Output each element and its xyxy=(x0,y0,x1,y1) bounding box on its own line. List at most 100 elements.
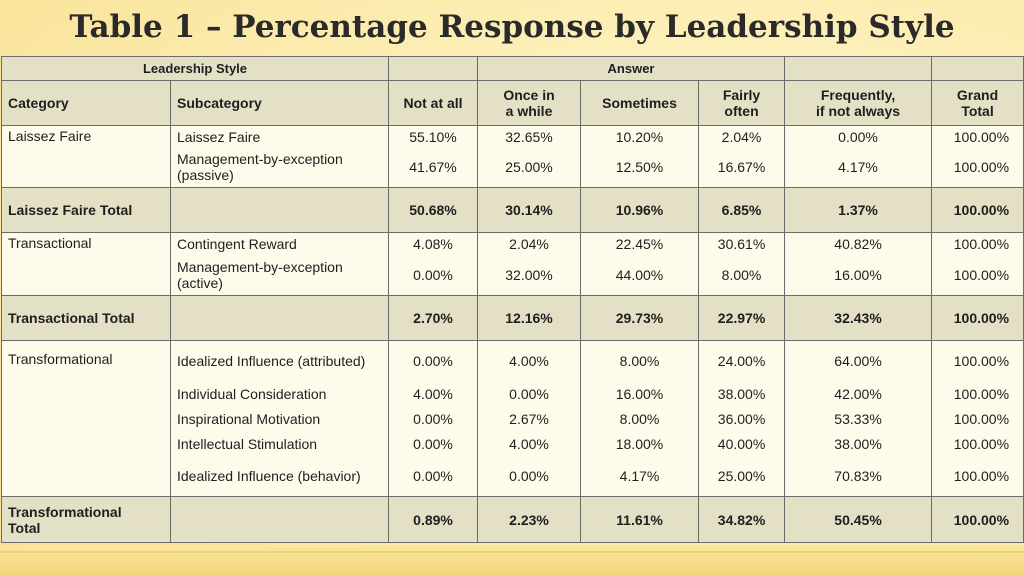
total-label-line: Transformational xyxy=(8,503,122,520)
total-value: 6.85% xyxy=(698,187,786,233)
total-blank-cell xyxy=(169,295,390,341)
subcategory-cell: Idealized Influence (behavior) xyxy=(169,456,390,497)
total-value: 2.23% xyxy=(477,496,582,543)
total-value: 100.00% xyxy=(931,295,1024,341)
table-row: Individual Consideration 4.00% 0.00% 16.… xyxy=(2,380,1024,407)
col-label-line: Total xyxy=(961,103,994,119)
value-cell: 100.00% xyxy=(931,232,1024,255)
table-row: Transformational Idealized Influence (at… xyxy=(1,340,1024,497)
total-value: 100.00% xyxy=(931,496,1024,543)
total-row: Transactional Total 2.70% 12.16% 29.73% … xyxy=(1,295,1024,341)
total-value: 2.70% xyxy=(388,295,479,341)
total-value: 12.16% xyxy=(477,295,582,341)
header-group-row: Leadership Style Answer xyxy=(0,56,1024,81)
total-label: Transactional Total xyxy=(1,295,171,341)
header-leadership-style: Leadership Style xyxy=(0,56,390,81)
page-title: Table 1 – Percentage Response by Leaders… xyxy=(69,9,955,45)
total-blank-cell xyxy=(169,496,390,543)
value-cell: 0.00% xyxy=(388,431,479,457)
table-row: Management-by-exception (active) 0.00% 32… xyxy=(2,254,1024,296)
col-label-line: a while xyxy=(505,103,553,119)
value-cell: 8.00% xyxy=(698,254,786,296)
value-cell: 0.00% xyxy=(388,254,479,296)
value-cell: 4.17% xyxy=(580,456,700,497)
header-blank-cell xyxy=(931,56,1024,81)
total-value: 0.89% xyxy=(388,496,479,543)
subcategory-cell: Management-by-exception (active) xyxy=(169,254,390,296)
header-column-row: Category Subcategory Not at all Once in a… xyxy=(1,80,1024,126)
leadership-table: Leadership Style Answer Category Subcate… xyxy=(0,56,1024,543)
total-value: 32.43% xyxy=(784,295,933,341)
header-blank-cell xyxy=(388,56,479,81)
subcategory-line: Management-by-exception xyxy=(177,258,343,275)
total-value: 50.68% xyxy=(388,187,479,233)
total-value: 10.96% xyxy=(580,187,700,233)
subcategory-line: (active) xyxy=(177,274,223,291)
subcategory-cell: Individual Consideration xyxy=(169,380,390,407)
value-cell: 100.00% xyxy=(931,380,1024,407)
subcategory-cell: Inspirational Motivation xyxy=(169,406,390,432)
col-label-line: Fairly xyxy=(722,87,761,103)
value-cell: 4.17% xyxy=(784,147,933,188)
value-cell: 100.00% xyxy=(931,147,1024,188)
table-row: Management-by-exception (passive) 41.67% … xyxy=(2,147,1024,188)
total-value: 22.97% xyxy=(698,295,786,341)
total-value: 34.82% xyxy=(698,496,786,543)
value-cell: 2.04% xyxy=(698,125,786,148)
value-cell: 38.00% xyxy=(698,380,786,407)
value-cell: 32.65% xyxy=(477,125,582,148)
total-row: Transformational Total 0.89% 2.23% 11.61%… xyxy=(1,496,1024,543)
col-subcategory: Subcategory xyxy=(169,80,390,126)
value-cell: 100.00% xyxy=(931,340,1024,381)
value-cell: 25.00% xyxy=(698,456,786,497)
col-fairly-often: Fairly often xyxy=(698,80,786,126)
value-cell: 36.00% xyxy=(698,406,786,432)
col-grand-total: Grand Total xyxy=(931,80,1024,126)
value-cell: 12.50% xyxy=(580,147,700,188)
total-value: 100.00% xyxy=(931,187,1024,233)
total-row: Laissez Faire Total 50.68% 30.14% 10.96%… xyxy=(1,187,1024,233)
value-cell: 100.00% xyxy=(931,456,1024,497)
table-row: Inspirational Motivation 0.00% 2.67% 8.0… xyxy=(2,406,1024,432)
subcategory-cell: Management-by-exception (passive) xyxy=(169,147,390,188)
value-cell: 53.33% xyxy=(784,406,933,432)
total-label: Transformational Total xyxy=(1,496,171,543)
header-blank-cell xyxy=(784,56,933,81)
value-cell: 8.00% xyxy=(580,340,700,381)
value-cell: 41.67% xyxy=(388,147,479,188)
value-cell: 0.00% xyxy=(388,406,479,432)
table-row: Laissez Faire Laissez Faire 55.10% 32.65… xyxy=(1,125,1024,188)
subcategory-cell: Idealized Influence (attributed) xyxy=(169,340,390,381)
total-label-line: Total xyxy=(8,519,41,536)
table-row: Intellectual Stimulation 0.00% 4.00% 18.… xyxy=(2,431,1024,457)
value-cell: 100.00% xyxy=(931,406,1024,432)
value-cell: 22.45% xyxy=(580,232,700,255)
value-cell: 100.00% xyxy=(931,431,1024,457)
value-cell: 4.00% xyxy=(388,380,479,407)
col-frequently: Frequently, if not always xyxy=(784,80,933,126)
subcategory-cell: Laissez Faire xyxy=(169,125,390,148)
col-category: Category xyxy=(1,80,171,126)
total-value: 30.14% xyxy=(477,187,582,233)
category-cell: Transformational xyxy=(1,340,171,497)
value-cell: 0.00% xyxy=(784,125,933,148)
col-not-at-all: Not at all xyxy=(388,80,479,126)
value-cell: 0.00% xyxy=(477,456,582,497)
value-cell: 40.00% xyxy=(698,431,786,457)
slide-bottom-band xyxy=(0,545,1024,576)
value-cell: 44.00% xyxy=(580,254,700,296)
value-cell: 0.00% xyxy=(388,456,479,497)
value-cell: 16.00% xyxy=(784,254,933,296)
value-cell: 2.67% xyxy=(477,406,582,432)
value-cell: 16.67% xyxy=(698,147,786,188)
value-cell: 55.10% xyxy=(388,125,479,148)
col-label-line: often xyxy=(724,103,759,119)
value-cell: 100.00% xyxy=(931,125,1024,148)
total-value: 1.37% xyxy=(784,187,933,233)
category-cell: Laissez Faire xyxy=(1,125,171,188)
value-cell: 70.83% xyxy=(784,456,933,497)
total-value: 11.61% xyxy=(580,496,700,543)
col-once-in-a-while: Once in a while xyxy=(477,80,582,126)
table-row: Idealized Influence (behavior) 0.00% 0.0… xyxy=(2,456,1024,497)
total-value: 50.45% xyxy=(784,496,933,543)
